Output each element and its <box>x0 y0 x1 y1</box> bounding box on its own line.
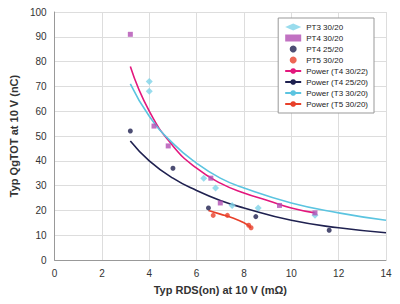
svg-text:14: 14 <box>380 268 392 279</box>
svg-text:8: 8 <box>241 268 247 279</box>
svg-text:30: 30 <box>35 180 47 191</box>
svg-text:Power (T4 25/20): Power (T4 25/20) <box>306 78 368 87</box>
svg-text:80: 80 <box>35 56 47 67</box>
svg-text:Typ RDS(on) at 10 V (mΩ): Typ RDS(on) at 10 V (mΩ) <box>154 284 288 296</box>
svg-text:Power (T3 30/20): Power (T3 30/20) <box>306 89 368 98</box>
svg-text:PT3 30/20: PT3 30/20 <box>306 23 343 32</box>
svg-text:12: 12 <box>333 268 345 279</box>
svg-text:Power (T4 30/22): Power (T4 30/22) <box>306 67 368 76</box>
svg-text:10: 10 <box>35 230 47 241</box>
svg-text:100: 100 <box>30 7 47 18</box>
svg-text:60: 60 <box>35 106 47 117</box>
svg-text:Typ QgTOT at 10 V (nC): Typ QgTOT at 10 V (nC) <box>8 74 20 197</box>
svg-text:2: 2 <box>99 268 105 279</box>
svg-text:6: 6 <box>194 268 200 279</box>
svg-text:40: 40 <box>35 155 47 166</box>
svg-text:0: 0 <box>52 268 58 279</box>
svg-text:50: 50 <box>35 131 47 142</box>
svg-text:4: 4 <box>146 268 152 279</box>
svg-text:90: 90 <box>35 31 47 42</box>
svg-text:PT4 25/20: PT4 25/20 <box>306 45 343 54</box>
svg-text:10: 10 <box>286 268 298 279</box>
svg-text:70: 70 <box>35 81 47 92</box>
svg-text:Power (T5 30/20): Power (T5 30/20) <box>306 100 368 109</box>
svg-text:20: 20 <box>35 205 47 216</box>
svg-text:PT4 30/20: PT4 30/20 <box>306 34 343 43</box>
svg-text:PT5 30/20: PT5 30/20 <box>306 56 343 65</box>
svg-text:0: 0 <box>41 255 47 266</box>
